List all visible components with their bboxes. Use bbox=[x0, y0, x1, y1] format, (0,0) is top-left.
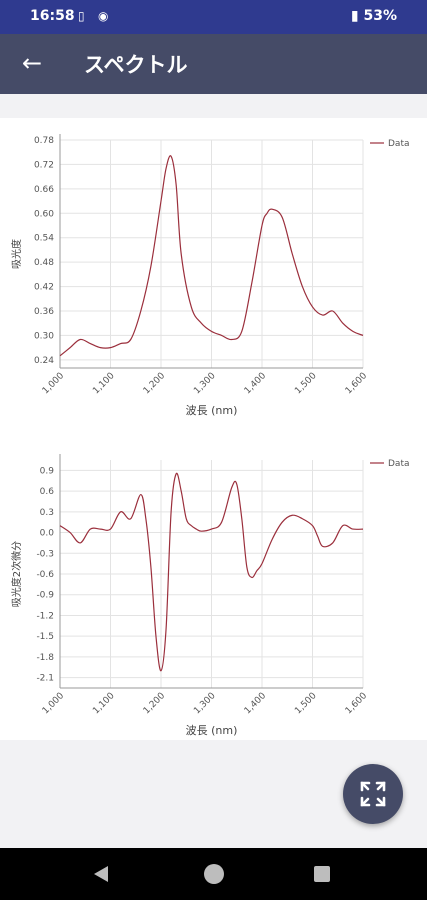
y-tick-label: 0.9 bbox=[40, 466, 55, 476]
x-tick-label: 1,000 bbox=[41, 691, 66, 716]
x-tick-label: 1,600 bbox=[344, 691, 369, 716]
absorbance-chart: 1,000 1,100 1,200 1,300 1,400 1,500 1,600 0.78 0… bbox=[10, 134, 410, 417]
legend-label: Data bbox=[388, 139, 410, 149]
x-tick-label: 1,400 bbox=[243, 371, 268, 396]
nav-back-icon[interactable] bbox=[94, 866, 108, 882]
x-tick-label: 1,500 bbox=[293, 691, 318, 716]
fullscreen-button[interactable] bbox=[343, 764, 403, 824]
y-tick-label: 0.3 bbox=[40, 508, 54, 518]
x-tick-label: 1,500 bbox=[293, 371, 318, 396]
top-spacer bbox=[0, 94, 427, 118]
y-axis-label: 吸光度2次微分 bbox=[10, 541, 23, 607]
series-line-data bbox=[59, 155, 364, 357]
y-tick-label: -0.9 bbox=[36, 591, 54, 601]
storage-icon: ▯ bbox=[78, 9, 85, 23]
x-tick-label: 1,100 bbox=[91, 691, 116, 716]
fullscreen-icon bbox=[360, 781, 386, 807]
y-tick-label: 0.78 bbox=[34, 136, 54, 146]
x-tick-label: 1,000 bbox=[41, 371, 66, 396]
y-tick-label: -0.3 bbox=[36, 549, 54, 559]
y-tick-label: 0.60 bbox=[34, 209, 54, 219]
x-tick-label: 1,200 bbox=[142, 371, 167, 396]
x-tick-label: 1,200 bbox=[142, 691, 167, 716]
x-axis-label: 波長 (nm) bbox=[186, 724, 238, 737]
page-title: スペクトル bbox=[84, 53, 188, 77]
series-line-data bbox=[59, 472, 364, 672]
x-tick-label: 1,300 bbox=[192, 691, 217, 716]
app-bar: ← スペクトル bbox=[0, 34, 427, 94]
y-tick-label: 0.0 bbox=[40, 529, 55, 539]
nav-recents-icon[interactable] bbox=[314, 866, 330, 882]
y-tick-label: 0.48 bbox=[34, 258, 54, 268]
y-tick-label: -2.1 bbox=[36, 674, 54, 684]
x-tick-label: 1,400 bbox=[243, 691, 268, 716]
y-tick-label: -1.5 bbox=[36, 632, 54, 642]
status-bar: 16:58 ▯ ◉ ▮ 53% bbox=[0, 0, 427, 34]
charts-panel: 1,000 1,100 1,200 1,300 1,400 1,500 1,600 0.78 0… bbox=[0, 118, 427, 740]
record-icon: ◉ bbox=[98, 9, 109, 23]
y-tick-label: 0.42 bbox=[34, 283, 54, 293]
battery-percent: 53% bbox=[363, 8, 397, 24]
y-tick-label: 0.72 bbox=[34, 160, 54, 170]
y-tick-label: -1.8 bbox=[36, 653, 54, 663]
status-time: 16:58 bbox=[30, 8, 75, 24]
y-axis-label: 吸光度 bbox=[10, 239, 23, 269]
y-tick-label: 0.54 bbox=[34, 234, 54, 244]
y-tick-label: 0.36 bbox=[34, 307, 54, 317]
back-arrow-icon[interactable]: ← bbox=[21, 49, 43, 77]
nav-home-icon[interactable] bbox=[204, 864, 224, 884]
legend-label: Data bbox=[388, 459, 410, 469]
battery-icon: ▮ bbox=[350, 8, 359, 24]
battery-level: ▮ 53% bbox=[351, 8, 397, 24]
x-tick-label: 1,600 bbox=[344, 371, 369, 396]
y-tick-label: -0.6 bbox=[36, 570, 54, 580]
y-tick-label: -1.2 bbox=[36, 611, 54, 621]
y-tick-label: 0.24 bbox=[34, 356, 54, 366]
second-derivative-chart: 1,000 1,100 1,200 1,300 1,400 1,500 1,600 0.9 0.… bbox=[10, 454, 410, 737]
y-tick-label: 0.66 bbox=[34, 185, 54, 195]
x-tick-label: 1,100 bbox=[91, 371, 116, 396]
y-tick-label: 0.30 bbox=[34, 331, 54, 341]
x-axis-label: 波長 (nm) bbox=[186, 404, 238, 417]
y-tick-label: 0.6 bbox=[40, 487, 55, 497]
x-tick-label: 1,300 bbox=[192, 371, 217, 396]
